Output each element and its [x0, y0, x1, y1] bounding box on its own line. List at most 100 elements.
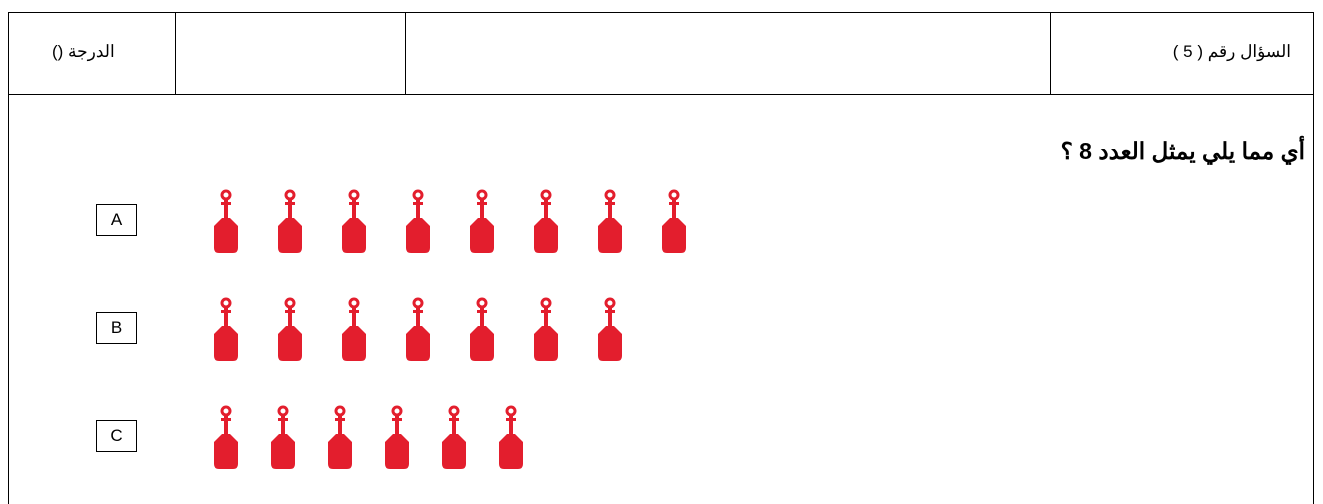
shovel-blade — [342, 326, 366, 361]
shovel-grip — [413, 310, 423, 313]
option-label: A — [96, 204, 137, 236]
shovel-grip — [605, 202, 615, 205]
shovel — [328, 405, 352, 469]
shovel-handle — [224, 307, 228, 329]
shovel-blade — [385, 434, 409, 469]
shovel-blade — [271, 434, 295, 469]
shovel — [342, 297, 366, 361]
score-label: الدرجة () — [52, 42, 115, 61]
shovel — [278, 297, 302, 361]
shovel-handle — [288, 199, 292, 221]
shovel-ring — [604, 189, 616, 201]
shovel-grip — [413, 202, 423, 205]
shovel-handle — [224, 415, 228, 437]
shovel-blade — [442, 434, 466, 469]
shovel — [598, 297, 622, 361]
shovel-grip — [541, 310, 551, 313]
question-label: السؤال رقم ( 5 ) — [1172, 42, 1291, 61]
shovel-handle — [352, 307, 356, 329]
shovel-blade — [499, 434, 523, 469]
shovel-ring — [220, 297, 232, 309]
question-text: أي مما يلي يمثل العدد 8 ؟ — [1060, 138, 1305, 164]
shovel-handle — [480, 307, 484, 329]
shovel-grip — [669, 202, 679, 205]
shovel-ring — [412, 189, 424, 201]
shovel-handle — [281, 415, 285, 437]
shovel-grip — [392, 418, 402, 421]
shovel-blade — [406, 218, 430, 253]
shovel-ring — [348, 189, 360, 201]
shovel-handle — [608, 307, 612, 329]
shovel-handle — [608, 199, 612, 221]
shovel-ring — [220, 189, 232, 201]
shovel-handle — [224, 199, 228, 221]
shovel — [342, 189, 366, 253]
shovel — [470, 189, 494, 253]
shovel-ring — [476, 189, 488, 201]
shovel-grip — [449, 418, 459, 421]
shovel-blade — [662, 218, 686, 253]
shovel-ring — [220, 405, 232, 417]
shovel-blade — [406, 326, 430, 361]
shovel-handle — [452, 415, 456, 437]
shovel-grip — [278, 418, 288, 421]
shovel-handle — [338, 415, 342, 437]
shovel-blade — [342, 218, 366, 253]
shovel-ring — [448, 405, 460, 417]
shovel-grip — [349, 202, 359, 205]
shovel-handle — [509, 415, 513, 437]
shovel-handle — [352, 199, 356, 221]
shovel-grip — [221, 202, 231, 205]
shovel-grip — [477, 202, 487, 205]
shovel-handle — [288, 307, 292, 329]
shovel-blade — [470, 326, 494, 361]
shovel-ring — [476, 297, 488, 309]
shovel-grip — [285, 310, 295, 313]
shovel-grip — [506, 418, 516, 421]
shovel-grip — [605, 310, 615, 313]
shovel-ring — [668, 189, 680, 201]
shovel — [214, 297, 238, 361]
shovel — [385, 405, 409, 469]
shovel-ring — [604, 297, 616, 309]
shovel-ring — [284, 297, 296, 309]
shovel-ring — [348, 297, 360, 309]
shovel-handle — [416, 199, 420, 221]
shovel-ring — [540, 297, 552, 309]
shovel-handle — [480, 199, 484, 221]
shovel-blade — [214, 326, 238, 361]
shovel-ring — [284, 189, 296, 201]
shovel-blade — [598, 218, 622, 253]
shovel-grip — [477, 310, 487, 313]
shovel-blade — [470, 218, 494, 253]
shovel-blade — [598, 326, 622, 361]
shovel-grip — [221, 418, 231, 421]
option-label: C — [96, 420, 137, 452]
shovel-blade — [278, 218, 302, 253]
shovel — [662, 189, 686, 253]
shovel-blade — [214, 434, 238, 469]
shovel-ring — [391, 405, 403, 417]
shovel-blade — [278, 326, 302, 361]
shovel-handle — [544, 199, 548, 221]
option-label: B — [96, 312, 137, 344]
shovel-grip — [541, 202, 551, 205]
shovel — [271, 405, 295, 469]
shovel — [499, 405, 523, 469]
shovel — [406, 189, 430, 253]
shovel-blade — [214, 218, 238, 253]
shovel-handle — [672, 199, 676, 221]
shovel-blade — [534, 218, 558, 253]
shovel-grip — [349, 310, 359, 313]
shovel — [598, 189, 622, 253]
question-number-cell — [1050, 12, 1314, 95]
shovel-ring — [277, 405, 289, 417]
shovel — [534, 297, 558, 361]
shovel-ring — [334, 405, 346, 417]
shovel-ring — [505, 405, 517, 417]
shovel — [406, 297, 430, 361]
shovel — [214, 405, 238, 469]
shovel-grip — [335, 418, 345, 421]
